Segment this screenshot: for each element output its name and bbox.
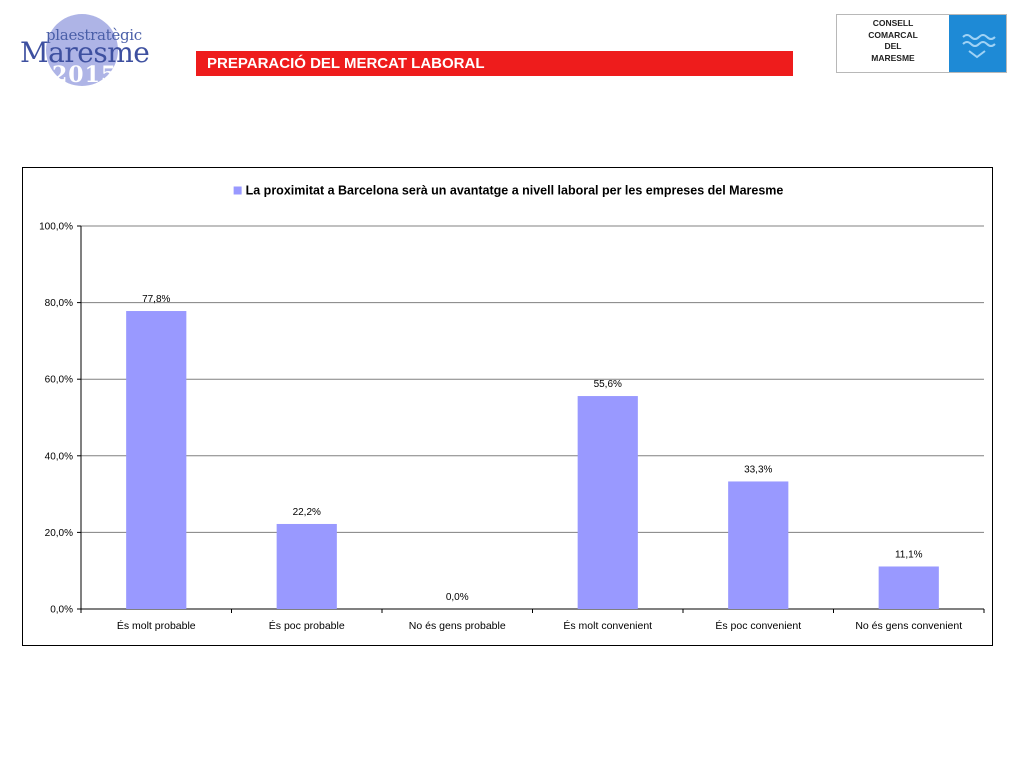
plaestrategic-logo: plaestratègic Maresme 2015 <box>18 8 150 92</box>
legend-label: La proximitat a Barcelona serà un avanta… <box>246 184 784 198</box>
logo-circle <box>46 14 118 86</box>
logo-text-plaestrategic: plaestratègic <box>46 26 142 44</box>
x-category-label: És molt probable <box>117 619 196 632</box>
data-label: 77,8% <box>142 294 170 305</box>
consell-comarcal-logo: CONSELL COMARCAL DEL MARESME <box>836 14 1007 73</box>
page-title: PREPARACIÓ DEL MERCAT LABORAL <box>207 55 485 72</box>
y-tick-label: 20,0% <box>45 528 73 539</box>
y-tick-label: 40,0% <box>45 451 73 462</box>
data-label: 11,1% <box>895 549 923 560</box>
chart-svg: 0,0% 20,0% 40,0% 60,0% 80,0% 100,0% 77,8% És mo… <box>39 184 985 632</box>
data-label: 33,3% <box>744 464 772 475</box>
waves-emblem-icon <box>949 15 1006 72</box>
consell-logo-line: MARESME <box>871 52 915 63</box>
consell-logo-line: CONSELL <box>872 18 914 28</box>
y-tick-label: 100,0% <box>39 222 73 233</box>
data-label: 0,0% <box>446 592 469 603</box>
y-tick-label: 80,0% <box>45 298 73 309</box>
data-label: 22,2% <box>293 507 321 518</box>
bar <box>126 311 187 609</box>
bar <box>878 566 939 609</box>
bar <box>577 396 638 609</box>
x-category-label: No és gens convenient <box>855 620 962 632</box>
data-label: 55,6% <box>594 379 622 390</box>
bar <box>276 523 337 609</box>
x-category-label: És poc probable <box>269 619 345 632</box>
x-category-label: És poc convenient <box>715 619 801 632</box>
y-tick-label: 60,0% <box>45 375 73 386</box>
consell-logo-line: DEL <box>884 41 902 51</box>
x-category-label: No és gens probable <box>409 620 506 632</box>
logo-text-year: 2015 <box>52 62 118 88</box>
x-category-label: És molt convenient <box>563 619 652 632</box>
y-tick-label: 0,0% <box>50 605 73 616</box>
legend-swatch <box>233 186 242 195</box>
consell-logo-text: CONSELL COMARCAL DEL MARESME <box>837 18 949 64</box>
logo-text-maresme: Maresme <box>20 36 150 69</box>
bar <box>728 481 789 609</box>
page-title-bar: PREPARACIÓ DEL MERCAT LABORAL <box>196 51 793 76</box>
bar-chart: 0,0% 20,0% 40,0% 60,0% 80,0% 100,0% 77,8% És mo… <box>22 167 993 646</box>
consell-logo-line: COMARCAL <box>868 29 918 40</box>
